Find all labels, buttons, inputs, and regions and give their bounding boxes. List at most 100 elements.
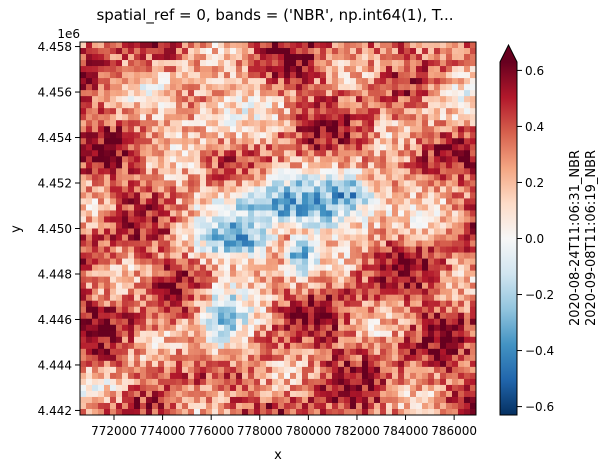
- raster-cell: [152, 156, 159, 163]
- raster-cell: [86, 312, 93, 320]
- raster-cell: [128, 90, 135, 97]
- raster-cell: [350, 84, 357, 91]
- raster-cell: [110, 132, 117, 139]
- raster-cell: [332, 390, 339, 398]
- raster-cell: [212, 354, 219, 362]
- raster-cell: [152, 114, 159, 121]
- raster-cell: [242, 42, 249, 49]
- raster-cell: [140, 360, 147, 368]
- raster-cell: [146, 360, 153, 368]
- raster-cell: [164, 372, 171, 380]
- raster-cell: [230, 288, 237, 296]
- raster-cell: [422, 354, 429, 362]
- raster-cell: [338, 348, 345, 356]
- raster-cell: [260, 108, 267, 115]
- raster-cell: [98, 72, 105, 79]
- raster-cell: [98, 402, 105, 410]
- y-tick-label: 4.458: [38, 40, 72, 54]
- raster-cell: [440, 90, 447, 97]
- raster-cell: [272, 102, 279, 109]
- raster-cell: [170, 216, 177, 223]
- raster-cell: [314, 108, 321, 115]
- raster-cell: [116, 384, 123, 392]
- raster-cell: [278, 240, 285, 247]
- raster-cell: [296, 282, 303, 290]
- raster-cell: [350, 324, 357, 332]
- raster-cell: [194, 102, 201, 109]
- raster-cell: [116, 54, 123, 61]
- raster-cell: [422, 204, 429, 211]
- raster-cell: [446, 150, 453, 157]
- raster-cell: [128, 168, 135, 175]
- raster-cell: [362, 60, 369, 67]
- raster-cell: [278, 300, 285, 308]
- raster-cell: [338, 276, 345, 284]
- raster-cell: [428, 324, 435, 332]
- raster-cell: [392, 306, 399, 314]
- raster-cell: [320, 66, 327, 73]
- raster-cell: [362, 264, 369, 272]
- raster-cell: [464, 126, 471, 133]
- raster-cell: [134, 366, 141, 374]
- raster-cell: [392, 372, 399, 380]
- raster-cell: [416, 348, 423, 356]
- raster-cell: [248, 162, 255, 169]
- raster-cell: [452, 54, 459, 61]
- raster-cell: [296, 264, 303, 272]
- raster-cell: [176, 108, 183, 115]
- raster-cell: [284, 264, 291, 272]
- raster-cell: [326, 300, 333, 308]
- raster-cell: [134, 378, 141, 386]
- raster-cell: [158, 282, 165, 290]
- raster-cell: [404, 96, 411, 103]
- raster-cell: [152, 216, 159, 223]
- raster-cell: [176, 294, 183, 302]
- raster-cell: [278, 210, 285, 217]
- raster-cell: [404, 258, 411, 265]
- raster-cell: [344, 378, 351, 386]
- raster-cell: [368, 210, 375, 217]
- raster-cell: [212, 72, 219, 79]
- raster-cell: [248, 336, 255, 344]
- raster-cell: [398, 306, 405, 314]
- raster-cell: [284, 162, 291, 169]
- raster-cell: [284, 354, 291, 362]
- raster-cell: [92, 402, 99, 410]
- raster-cell: [350, 138, 357, 145]
- raster-cell: [428, 246, 435, 253]
- raster-cell: [182, 186, 189, 193]
- raster-cell: [110, 90, 117, 97]
- raster-cell: [284, 60, 291, 67]
- raster-cell: [92, 372, 99, 380]
- raster-cell: [308, 78, 315, 85]
- raster-cell: [248, 126, 255, 133]
- raster-cell: [134, 384, 141, 392]
- raster-cell: [86, 252, 93, 259]
- raster-cell: [296, 180, 303, 187]
- raster-cell: [422, 90, 429, 97]
- raster-cell: [134, 234, 141, 241]
- raster-cell: [230, 168, 237, 175]
- raster-cell: [104, 192, 111, 199]
- raster-cell: [446, 102, 453, 109]
- raster-cell: [98, 162, 105, 169]
- raster-cell: [206, 270, 213, 278]
- raster-cell: [230, 84, 237, 91]
- raster-cell: [410, 144, 417, 151]
- raster-cell: [254, 378, 261, 386]
- raster-cell: [368, 264, 375, 272]
- raster-cell: [266, 312, 273, 320]
- raster-cell: [362, 306, 369, 314]
- raster-cell: [224, 66, 231, 73]
- raster-cell: [140, 282, 147, 290]
- raster-cell: [176, 390, 183, 398]
- raster-cell: [302, 204, 309, 211]
- raster-cell: [344, 324, 351, 332]
- raster-cell: [176, 258, 183, 265]
- raster-cell: [416, 222, 423, 229]
- raster-cell: [182, 390, 189, 398]
- raster-cell: [200, 108, 207, 115]
- raster-cell: [398, 210, 405, 217]
- raster-cell: [320, 282, 327, 290]
- raster-cell: [464, 48, 471, 55]
